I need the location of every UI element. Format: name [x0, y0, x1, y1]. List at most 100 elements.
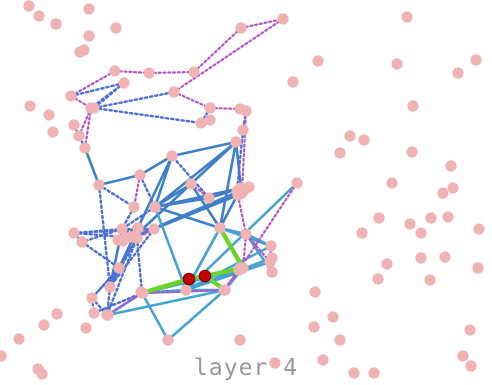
graph-edge-highlight	[217, 225, 246, 271]
graph-node	[240, 105, 252, 117]
graph-edge-solid-light	[140, 291, 170, 342]
graph-node	[464, 324, 476, 336]
graph-edge-solid-dark	[97, 173, 142, 187]
graph-node	[24, 100, 36, 112]
graph-node	[473, 223, 485, 235]
graph-edge-solid-dark	[170, 140, 238, 158]
graph-edge-dotted-blue	[97, 183, 112, 289]
graph-node	[266, 266, 278, 278]
graph-edge-solid-dark	[153, 205, 222, 230]
graph-edge-dotted-purple	[147, 70, 196, 75]
graph-node	[407, 100, 419, 112]
highlight-nodes-layer	[182, 269, 212, 286]
graph-node	[86, 292, 98, 304]
graph-node	[88, 307, 100, 319]
graph-node	[472, 262, 484, 274]
graph-node	[334, 147, 346, 159]
graph-edge-dotted-blue	[92, 90, 176, 110]
graph-node	[43, 109, 55, 121]
graph-edge-dotted-blue	[120, 205, 157, 231]
graph-node	[47, 126, 59, 138]
graph-edge-dotted-purple	[244, 232, 272, 264]
graph-node	[348, 367, 360, 379]
graph-edge-solid-light	[166, 288, 227, 342]
graph-node	[235, 22, 247, 34]
graph-node	[88, 102, 100, 114]
graph-edge-dotted-blue	[105, 236, 139, 317]
graph-node	[188, 66, 200, 78]
graph-node	[312, 55, 324, 67]
graph-node	[437, 187, 449, 199]
graph-edge-solid-light	[106, 288, 227, 317]
graph-node	[23, 0, 35, 12]
graph-edge-dotted-blue	[90, 266, 121, 300]
graph-node	[277, 13, 289, 25]
graph-node	[134, 169, 146, 181]
graph-node	[104, 281, 116, 293]
graph-node	[13, 333, 25, 345]
graph-node	[0, 350, 7, 362]
graph-edge-dotted-blue	[92, 106, 203, 125]
graph-node	[368, 367, 380, 379]
graph-edge-dotted-purple	[83, 106, 93, 150]
graph-node	[287, 76, 299, 88]
graph-node	[264, 256, 276, 268]
graph-node	[128, 201, 140, 213]
graph-edge-dotted-purple	[172, 90, 212, 110]
graph-node	[180, 284, 192, 296]
graph-node	[93, 179, 105, 191]
highlighted-node	[182, 272, 196, 286]
graph-node	[309, 286, 321, 298]
graph-node	[83, 30, 95, 42]
graph-node	[79, 142, 91, 154]
graph-edge-dotted-purple	[192, 26, 243, 74]
graph-node	[80, 322, 92, 334]
graph-node	[203, 192, 215, 204]
graph-node	[234, 262, 246, 274]
graph-edge-dotted-purple	[113, 69, 151, 75]
graph-node	[240, 228, 252, 240]
graph-node	[358, 134, 370, 146]
graph-node	[143, 67, 155, 79]
graph-node	[465, 360, 477, 372]
graph-edge-dotted-purple	[239, 17, 285, 30]
graph-node	[391, 58, 403, 70]
graph-node	[401, 11, 413, 23]
graph-edge-solid-dark	[138, 154, 174, 177]
graph-edge-solid-dark	[132, 140, 238, 239]
graph-node	[457, 350, 469, 362]
graph-node	[425, 212, 437, 224]
graph-node	[204, 102, 216, 114]
graph-node	[452, 67, 464, 79]
graph-node	[470, 54, 482, 66]
graph-node	[204, 114, 216, 126]
graph-node	[445, 160, 457, 172]
graph-node	[83, 3, 95, 15]
graph-node	[166, 150, 178, 162]
graph-node	[110, 22, 122, 34]
graph-node	[373, 212, 385, 224]
graph-node	[372, 273, 384, 285]
graph-edge-solid-dark	[83, 146, 101, 187]
layer-caption: layer 4	[194, 355, 298, 381]
graph-node	[308, 321, 320, 333]
graph-edge-dotted-purple	[240, 109, 248, 195]
graph-node	[386, 177, 398, 189]
graph-edge-solid-dark	[189, 182, 222, 230]
graph-node	[168, 86, 180, 98]
graph-node	[68, 227, 80, 239]
graph-node	[148, 223, 160, 235]
graph-edge-highlight	[139, 276, 192, 296]
graph-node	[36, 368, 48, 380]
graph-node	[135, 286, 147, 298]
highlighted-node	[198, 269, 212, 283]
graph-node	[51, 308, 63, 320]
graph-edge-dotted-blue	[97, 183, 136, 209]
graph-edge-dotted-purple	[172, 17, 285, 94]
graph-edge-solid-light	[153, 205, 188, 292]
graph-node	[185, 178, 197, 190]
graph-node	[132, 222, 144, 234]
graph-node	[406, 146, 418, 158]
graph-node	[234, 334, 246, 346]
graph-node	[109, 65, 121, 77]
